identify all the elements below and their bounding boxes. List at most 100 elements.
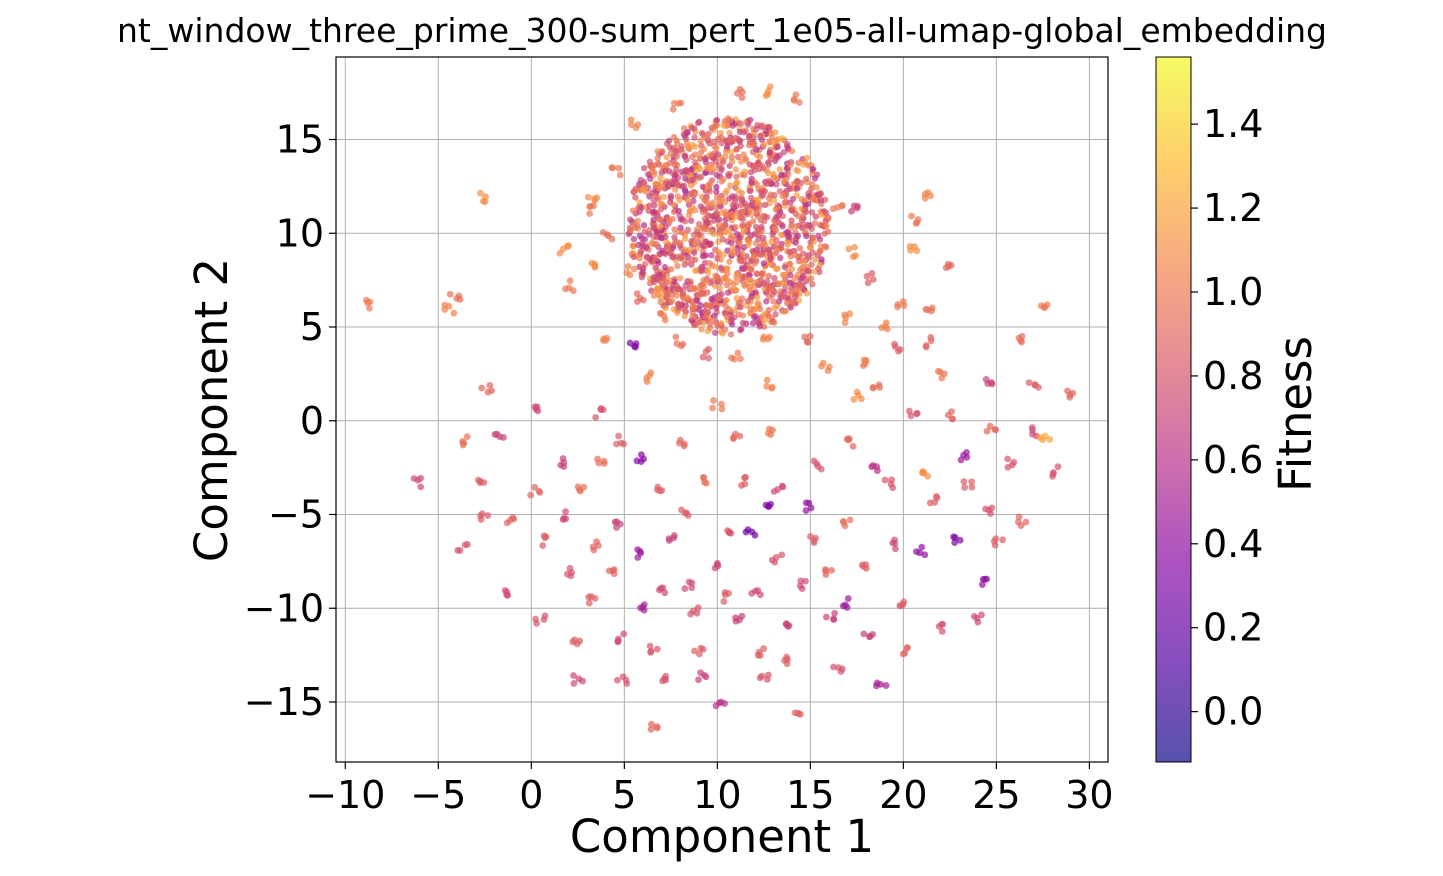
data-point xyxy=(656,309,669,324)
y-tick-label: 15 xyxy=(276,118,324,162)
cluster-point xyxy=(728,316,735,323)
data-point xyxy=(665,532,678,544)
cluster-point xyxy=(660,289,667,296)
cluster-point xyxy=(713,183,720,191)
cluster-point xyxy=(747,258,755,265)
cluster-point xyxy=(677,224,684,231)
cluster-point xyxy=(648,167,656,174)
data-point xyxy=(633,290,647,305)
data-point xyxy=(600,334,611,344)
data-point xyxy=(873,679,890,690)
cluster-point xyxy=(741,282,748,289)
cluster-point xyxy=(748,211,756,218)
cluster-point xyxy=(718,178,725,185)
y-axis-ticks: −15 −10 −5 0 5 10 15 xyxy=(244,118,336,724)
data-point xyxy=(926,493,941,507)
cluster-point xyxy=(741,264,749,271)
cluster-point xyxy=(691,240,699,247)
cluster-point xyxy=(746,132,753,140)
cluster-point xyxy=(666,198,674,206)
cluster-point xyxy=(671,161,678,168)
cluster-point xyxy=(753,293,761,301)
data-point xyxy=(748,587,764,599)
cluster-point xyxy=(685,212,693,219)
cluster-point xyxy=(774,143,781,151)
cluster-point xyxy=(788,298,795,306)
cluster-point xyxy=(755,226,763,233)
cluster-point xyxy=(794,232,801,240)
cluster-point xyxy=(823,244,830,251)
cluster-point xyxy=(703,165,711,172)
cluster-point xyxy=(763,213,771,221)
cluster-point xyxy=(675,285,682,293)
data-point xyxy=(594,455,608,467)
data-point xyxy=(564,564,576,580)
data-point xyxy=(410,474,425,491)
data-point xyxy=(807,533,819,547)
cluster-point xyxy=(698,173,705,181)
data-point xyxy=(681,578,696,592)
cluster-point xyxy=(739,251,747,259)
data-point xyxy=(950,533,964,546)
data-point xyxy=(732,612,746,625)
cluster-point xyxy=(732,223,739,231)
cluster-point xyxy=(664,293,671,301)
cluster-point xyxy=(673,292,680,299)
data-point xyxy=(477,510,492,523)
cluster-point xyxy=(817,222,825,229)
data-point xyxy=(896,598,908,610)
cluster-point xyxy=(802,175,810,182)
data-point xyxy=(569,636,584,648)
cluster-point xyxy=(671,239,679,246)
cluster-point xyxy=(822,217,829,225)
cluster-point xyxy=(788,217,795,224)
x-tick-label: 10 xyxy=(693,773,741,817)
cluster-point xyxy=(702,196,709,203)
cluster-point xyxy=(809,249,816,256)
cluster-point xyxy=(696,154,704,161)
cluster-point xyxy=(791,274,799,282)
cluster-point xyxy=(741,168,749,175)
cluster-point xyxy=(692,159,699,166)
cluster-point xyxy=(707,151,714,158)
cluster-point xyxy=(684,258,691,266)
cluster-point xyxy=(657,223,664,231)
cluster-point xyxy=(701,155,709,163)
cluster-point xyxy=(696,165,704,173)
data-point xyxy=(983,422,1000,435)
data-point xyxy=(762,83,774,99)
cluster-point xyxy=(650,216,657,223)
cluster-point xyxy=(773,247,781,254)
cluster-point xyxy=(662,238,670,245)
cluster-point xyxy=(682,307,689,315)
data-point xyxy=(454,541,471,554)
cluster-point xyxy=(722,153,729,160)
data-point xyxy=(539,532,550,549)
data-point xyxy=(762,500,775,510)
cluster-point xyxy=(674,262,681,270)
cluster-point xyxy=(749,199,756,206)
y-tick-label: −15 xyxy=(244,680,324,724)
cluster-point xyxy=(663,153,670,161)
data-point xyxy=(960,478,976,491)
cluster-point xyxy=(739,319,747,327)
cluster-point xyxy=(786,185,794,193)
data-point xyxy=(611,518,624,531)
cluster-point xyxy=(759,122,766,129)
cluster-point xyxy=(636,255,643,262)
cluster-point xyxy=(694,119,702,127)
cluster-point xyxy=(792,252,799,259)
cluster-point xyxy=(713,188,720,196)
cluster-point xyxy=(681,218,689,225)
data-point xyxy=(599,228,616,243)
cluster-point xyxy=(706,180,714,188)
cluster-point xyxy=(722,189,729,197)
cluster-point xyxy=(646,202,653,209)
cluster-point xyxy=(737,214,745,222)
cluster-point xyxy=(664,243,671,250)
cluster-point xyxy=(800,161,807,168)
cluster-point xyxy=(670,306,678,313)
cluster-point xyxy=(763,298,770,305)
data-point xyxy=(858,561,870,572)
